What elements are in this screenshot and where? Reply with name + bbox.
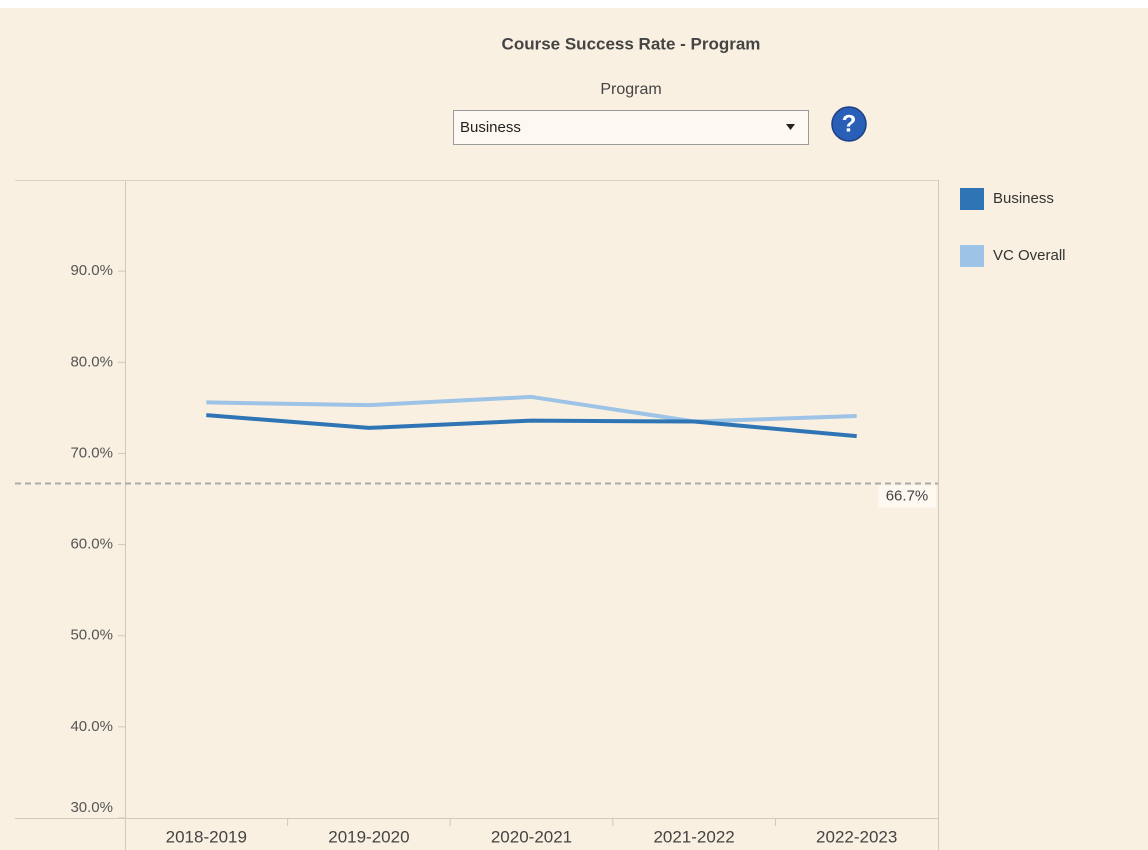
y-tick-label: 50.0% — [70, 627, 113, 644]
x-tick-label: 2022-2023 — [816, 827, 897, 846]
dropdown-arrow[interactable] — [786, 124, 795, 130]
help-circle[interactable] — [831, 106, 867, 142]
series-line — [206, 413, 857, 439]
legend-label: VC Overall — [993, 247, 1066, 264]
y-tick-label: 90.0% — [70, 262, 113, 279]
y-tick-label: 80.0% — [70, 353, 113, 370]
x-tick-label: 2019-2020 — [328, 827, 409, 846]
y-tick-label: 70.0% — [70, 444, 113, 461]
top-strip — [0, 0, 1148, 8]
filter-label: Program — [600, 81, 661, 98]
help-button[interactable]: ? — [831, 106, 867, 142]
help-glyph[interactable]: ? — [842, 110, 857, 137]
y-tick-label: 60.0% — [70, 536, 113, 553]
x-tick-label: 2018-2019 — [166, 827, 247, 846]
series-line — [206, 394, 857, 424]
y-tick-label: 40.0% — [70, 718, 113, 735]
x-tick-label: 2021-2022 — [653, 827, 734, 846]
legend-label: Business — [993, 190, 1054, 207]
dropdown-value[interactable]: Business — [460, 119, 521, 136]
reference-label-bg — [878, 485, 936, 508]
dropdown-box[interactable] — [453, 110, 809, 145]
chart-title: Course Success Rate - Program — [502, 34, 761, 53]
reference-label: 66.7% — [886, 487, 929, 504]
legend-swatch — [960, 245, 984, 267]
legend-swatch — [960, 188, 984, 210]
filter-dropdown[interactable]: Business — [453, 110, 809, 145]
y-tick-label: 30.0% — [70, 799, 113, 816]
x-tick-label: 2020-2021 — [491, 827, 572, 846]
